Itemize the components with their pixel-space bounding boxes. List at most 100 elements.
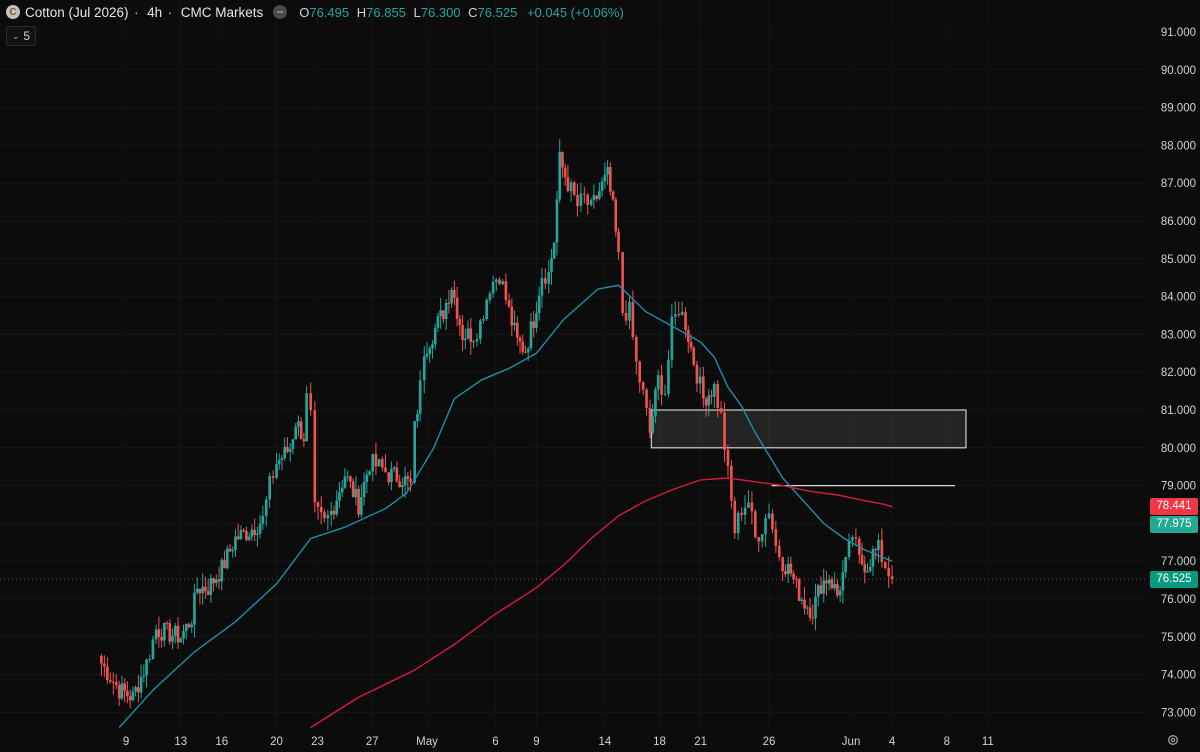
candle-body — [833, 584, 836, 589]
candle-body — [572, 182, 576, 195]
candle-body — [163, 622, 166, 641]
indicators-toggle-button[interactable]: ⌄ 5 — [6, 26, 36, 46]
candle-body — [145, 659, 148, 676]
candle-body — [628, 301, 631, 321]
grid — [0, 578, 1145, 580]
time-axis[interactable]: 9 13 16 20 23 27 May 6 9 14 18 21 26 Jun 4 8 11 — [123, 736, 994, 748]
symbol-name[interactable]: Cotton (Jul 2026) — [25, 4, 129, 20]
gear-icon[interactable] — [1166, 733, 1180, 747]
candle-body — [825, 580, 828, 584]
y-tick-label: 87.000 — [1161, 178, 1196, 190]
candle-body — [406, 476, 410, 479]
candle-body — [710, 395, 713, 397]
candle-body — [179, 638, 183, 643]
price-tag-last: 76.525 — [1150, 570, 1198, 588]
candle-body — [340, 487, 344, 493]
candle-body — [743, 507, 747, 515]
candle-body — [409, 478, 412, 483]
candle-body — [598, 190, 601, 199]
candle-body — [137, 687, 140, 693]
candle-body — [600, 181, 604, 191]
x-tick-label: 16 — [215, 736, 228, 748]
candle-body — [535, 313, 538, 328]
candle-body — [139, 676, 143, 693]
candle-body — [702, 376, 705, 399]
candle-body — [827, 579, 831, 584]
candle-body — [579, 193, 583, 206]
candle-body — [868, 566, 872, 571]
candle-body — [645, 389, 648, 408]
candle-body — [349, 476, 352, 482]
candle-body — [795, 578, 798, 580]
support-zone[interactable] — [650, 409, 967, 487]
candle-body — [319, 506, 323, 513]
ohlc-open: 76.495 — [309, 4, 350, 20]
candle-body — [264, 499, 268, 516]
candle-body — [767, 513, 771, 519]
candle-body — [380, 458, 384, 468]
candle-body — [351, 481, 355, 498]
candle-body — [108, 680, 112, 682]
candle-body — [360, 497, 363, 515]
candle-body — [253, 529, 256, 535]
candle-body — [212, 578, 215, 584]
candle-body — [458, 318, 462, 326]
candle-body — [168, 623, 172, 642]
candle-body — [313, 410, 317, 503]
candle-body — [880, 540, 884, 563]
candle-body — [808, 607, 812, 618]
candle-body — [592, 195, 596, 200]
candle-body — [641, 382, 645, 390]
candle-body — [747, 502, 750, 508]
candle-body — [583, 193, 586, 195]
candle-body — [838, 590, 842, 596]
candle-body — [552, 242, 556, 259]
candle-body — [103, 663, 106, 667]
candle-body — [866, 570, 869, 573]
candle-body — [479, 320, 482, 340]
candle-body — [463, 338, 467, 341]
candle-body — [182, 631, 185, 639]
candle-body — [442, 310, 445, 320]
candle-body — [654, 389, 657, 417]
candle-body — [134, 687, 137, 692]
candle-body — [529, 321, 533, 349]
candle-body — [472, 341, 475, 343]
x-tick-label: 23 — [311, 736, 324, 748]
candle-body — [195, 588, 199, 593]
candle-body — [126, 690, 129, 697]
candle-body — [515, 322, 519, 338]
exchange-name: CMC Markets — [180, 4, 264, 20]
candle-body — [670, 316, 674, 360]
candle-body — [228, 548, 232, 552]
candle-body — [777, 545, 781, 558]
series-line-red-ma — [310, 477, 893, 729]
market-status-icon[interactable]: – — [273, 5, 288, 19]
candle-body — [291, 439, 295, 450]
candle-body — [784, 571, 787, 575]
candle-body — [526, 348, 530, 353]
candle-body — [518, 337, 522, 342]
candle-body — [475, 339, 479, 342]
candle-body — [148, 659, 152, 661]
ohlc-low-key: L — [413, 4, 421, 20]
candle-body — [187, 623, 191, 628]
price-tag-red-ma: 78.441 — [1150, 498, 1198, 516]
candle-body — [811, 617, 815, 619]
candle-body — [277, 459, 281, 465]
candle-body — [510, 306, 514, 326]
candle-body — [217, 579, 221, 582]
candle-body — [447, 303, 451, 305]
y-tick-label: 88.000 — [1161, 140, 1196, 152]
candle-body — [524, 351, 527, 353]
interval[interactable]: 4h — [147, 4, 163, 20]
candle-body — [390, 468, 393, 483]
candle-body — [589, 199, 593, 205]
x-tick-label: 14 — [598, 736, 611, 748]
candle-body — [887, 568, 891, 577]
candle-body — [491, 281, 495, 294]
candle-body — [504, 281, 508, 301]
candle-body — [695, 364, 699, 384]
candle-body — [488, 293, 492, 300]
